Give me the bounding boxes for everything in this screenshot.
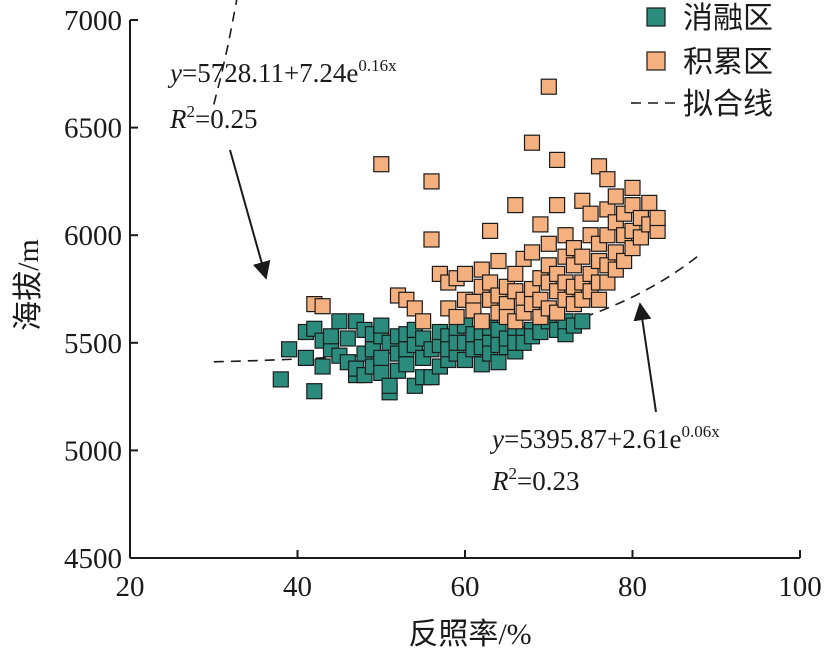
- legend-swatch-ablation: [646, 7, 666, 27]
- y-tick-label: 6500: [64, 113, 122, 145]
- x-tick-label: 80: [618, 571, 647, 603]
- fit-equation-0: y=5728.11+7.24e0.16x: [167, 56, 397, 88]
- annotation-arrow-0: [229, 149, 271, 280]
- legend-label-ablation: 消融区: [683, 2, 773, 35]
- point-ablation: [314, 358, 331, 375]
- point-accumulation: [507, 197, 524, 214]
- point-accumulation: [599, 171, 616, 188]
- point-ablation: [272, 371, 289, 388]
- point-accumulation: [540, 78, 557, 95]
- point-ablation: [339, 330, 356, 347]
- point-accumulation: [540, 235, 557, 252]
- point-ablation: [297, 349, 314, 366]
- point-accumulation: [507, 265, 524, 282]
- x-tick-label: 100: [778, 571, 822, 603]
- point-accumulation: [548, 304, 566, 321]
- point-accumulation: [423, 231, 440, 248]
- x-tick-label: 20: [116, 571, 145, 603]
- fit-equation-1: y=5395.87+2.61e0.06x: [489, 422, 720, 454]
- point-ablation: [322, 328, 340, 345]
- point-ablation: [373, 317, 390, 334]
- point-accumulation: [599, 274, 616, 291]
- point-accumulation: [548, 151, 566, 168]
- fit-annotations: y=5728.11+7.24e0.16x R2=0.25 y=5395.87+2.6…: [167, 56, 720, 496]
- point-ablation: [306, 383, 323, 400]
- point-accumulation: [607, 188, 624, 205]
- y-tick-label: 5000: [64, 435, 122, 467]
- y-axis-ticks: 4500 5000 5500 6000 6500 7000: [64, 5, 138, 575]
- fit-line-accumulation: [213, 0, 238, 105]
- legend-label-accumulation: 积累区: [683, 46, 773, 79]
- point-accumulation: [582, 205, 599, 222]
- point-ablation: [373, 349, 390, 366]
- point-accumulation: [590, 158, 608, 175]
- data-points: [272, 78, 666, 401]
- x-tick-label: 60: [451, 571, 480, 603]
- y-tick-label: 4500: [64, 543, 122, 575]
- point-ablation: [574, 313, 591, 330]
- point-accumulation: [632, 229, 650, 246]
- annotation-arrow-1: [633, 302, 657, 413]
- fit-r2-1: R2=0.23: [491, 464, 579, 496]
- point-accumulation: [473, 313, 490, 330]
- y-axis-title: 海拔/m: [12, 239, 45, 331]
- point-accumulation: [590, 291, 608, 308]
- point-ablation: [331, 313, 348, 330]
- legend-label-fit-line: 拟合线: [683, 88, 773, 121]
- point-accumulation: [415, 313, 432, 330]
- point-accumulation: [490, 252, 507, 270]
- point-accumulation: [599, 227, 616, 244]
- point-accumulation: [649, 209, 666, 227]
- point-accumulation: [523, 244, 541, 261]
- point-accumulation: [624, 179, 641, 196]
- fit-r2-0: R2=0.25: [169, 102, 257, 134]
- legend-swatch-accumulation: [646, 51, 666, 71]
- point-accumulation: [548, 197, 566, 214]
- point-ablation: [281, 341, 298, 358]
- point-accumulation: [574, 248, 591, 265]
- y-tick-label: 7000: [64, 5, 122, 37]
- point-accumulation: [624, 197, 641, 214]
- x-tick-label: 40: [283, 571, 312, 603]
- point-accumulation: [482, 222, 499, 239]
- point-accumulation: [574, 192, 591, 209]
- point-accumulation: [599, 201, 616, 218]
- x-axis-title: 反照率/%: [408, 618, 531, 651]
- point-ablation: [398, 356, 415, 373]
- point-accumulation: [448, 308, 465, 326]
- point-ablation: [381, 377, 398, 394]
- point-accumulation: [523, 134, 541, 151]
- point-ablation: [490, 354, 507, 371]
- point-accumulation: [615, 252, 633, 270]
- point-accumulation: [456, 265, 474, 282]
- point-accumulation: [406, 300, 423, 317]
- point-accumulation: [641, 194, 658, 211]
- x-axis-ticks: 20 40 60 80 100: [116, 550, 822, 603]
- point-accumulation: [473, 261, 490, 278]
- y-tick-label: 6000: [64, 220, 122, 252]
- legend: 消融区 积累区 拟合线: [631, 2, 773, 121]
- point-accumulation: [532, 216, 549, 233]
- point-accumulation: [314, 298, 331, 315]
- point-accumulation: [557, 227, 574, 244]
- point-accumulation: [423, 173, 440, 190]
- point-accumulation: [373, 156, 390, 173]
- point-accumulation: [482, 274, 499, 291]
- y-tick-label: 5500: [64, 328, 122, 360]
